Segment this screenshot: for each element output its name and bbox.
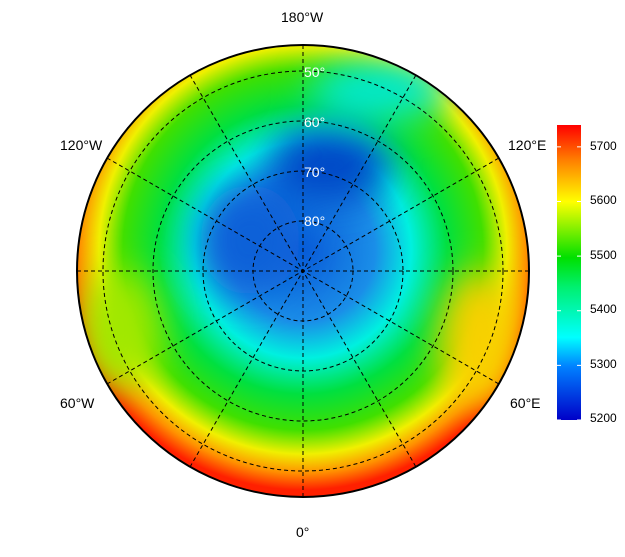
colorbar-label-5300: 5300: [590, 357, 617, 371]
colorbar-label-5400: 5400: [590, 302, 617, 316]
lat-label-50: 50°: [304, 64, 325, 80]
lon-label-120E: 120°E: [508, 137, 546, 153]
colorbar-label-5500: 5500: [590, 248, 617, 262]
colorbar-label-5200: 5200: [590, 411, 617, 425]
lon-label-60W: 60°W: [60, 395, 95, 411]
colorbar-label-5600: 5600: [590, 193, 617, 207]
lon-label-120W: 120°W: [60, 137, 103, 153]
map-boundary: [76, 44, 530, 498]
lat-label-70: 70°: [304, 164, 325, 180]
meridian-30: [189, 74, 417, 468]
height-field: [77, 45, 529, 497]
latitude-circle-50: [102, 70, 504, 472]
colorbar: [557, 125, 581, 420]
latitude-circle-60: [152, 120, 454, 422]
lon-label-0: 0°: [296, 524, 309, 540]
graticule: [77, 45, 529, 497]
lon-label-180W: 180°W: [281, 9, 324, 25]
colorbar-label-5700: 5700: [590, 139, 617, 153]
lat-label-80: 80°: [304, 213, 325, 229]
lat-label-60: 60°: [304, 114, 325, 130]
colorbar-ticks: [557, 146, 581, 421]
lon-label-60E: 60°E: [510, 395, 541, 411]
